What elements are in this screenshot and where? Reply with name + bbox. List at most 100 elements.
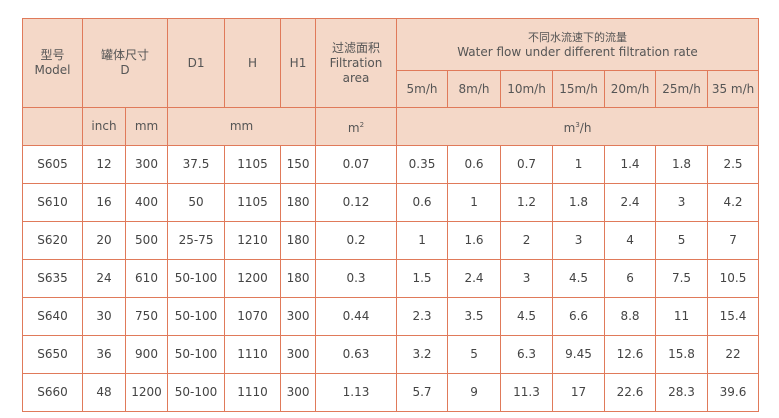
cell-inch: 24: [82, 259, 126, 298]
cell-flow-20: 4: [604, 221, 657, 260]
cell-flow-15: 4.5: [552, 259, 606, 298]
flow-header-en: Water flow under different filtration ra…: [457, 44, 698, 59]
cell-d1: 50: [167, 183, 226, 222]
cell-d1: 50-100: [167, 373, 226, 412]
rate-header: 5m/h: [396, 70, 449, 108]
cell-h1: 180: [280, 221, 317, 260]
cell-flow-35: 4.2: [707, 183, 760, 222]
unit-mm: mm: [124, 107, 169, 146]
cell-flow-8: 1.6: [447, 221, 502, 260]
cell-mm: 750: [124, 297, 169, 336]
cell-flow-10: 3: [500, 259, 554, 298]
cell-flow-35: 22: [707, 335, 760, 374]
cell-flow-5: 3.2: [396, 335, 449, 374]
cell-flow-25: 11: [655, 297, 709, 336]
area-header-en1: Filtration: [329, 55, 383, 70]
cell-h: 1105: [224, 145, 282, 184]
cell-inch: 20: [82, 221, 126, 260]
cell-model: S610: [22, 183, 83, 222]
unit-area-sup: 2: [359, 120, 365, 129]
cell-area: 0.63: [315, 335, 398, 374]
unit-inch: inch: [82, 107, 126, 146]
cell-mm: 500: [124, 221, 169, 260]
rate-header: 25m/h: [655, 70, 709, 108]
cell-h: 1110: [224, 335, 282, 374]
cell-flow-10: 2: [500, 221, 554, 260]
cell-flow-5: 0.35: [396, 145, 449, 184]
h-header: H: [224, 18, 282, 108]
cell-area: 0.44: [315, 297, 398, 336]
cell-flow-8: 5: [447, 335, 502, 374]
cell-flow-8: 1: [447, 183, 502, 222]
cell-h1: 150: [280, 145, 317, 184]
cell-inch: 30: [82, 297, 126, 336]
cell-h1: 180: [280, 259, 317, 298]
cell-inch: 16: [82, 183, 126, 222]
unit-flow-h: /h: [579, 120, 592, 135]
cell-flow-10: 4.5: [500, 297, 554, 336]
water-flow-header: 不同水流速下的流量 Water flow under different filt…: [396, 18, 760, 71]
cell-h1: 300: [280, 297, 317, 336]
cell-inch: 12: [82, 145, 126, 184]
cell-model: S640: [22, 297, 83, 336]
cell-h1: 300: [280, 373, 317, 412]
cell-h: 1105: [224, 183, 282, 222]
unit-area-base: m: [347, 120, 360, 135]
cell-area: 0.3: [315, 259, 398, 298]
tank-header-cn: 罐体尺寸: [101, 48, 150, 62]
cell-flow-8: 2.4: [447, 259, 502, 298]
cell-flow-25: 3: [655, 183, 709, 222]
area-header-cn: 过滤面积: [332, 40, 381, 55]
cell-flow-15: 1: [552, 145, 606, 184]
rate-header: 35 m/h: [707, 70, 760, 108]
cell-area: 1.13: [315, 373, 398, 412]
table-row: S620 20 500 25-75 1210 180 0.2 1 1.6 2 3 4 5 7: [22, 221, 760, 260]
cell-mm: 900: [124, 335, 169, 374]
cell-h: 1070: [224, 297, 282, 336]
cell-flow-20: 6: [604, 259, 657, 298]
cell-flow-20: 12.6: [604, 335, 657, 374]
cell-d1: 50-100: [167, 259, 226, 298]
cell-area: 0.12: [315, 183, 398, 222]
cell-d1: 50-100: [167, 297, 226, 336]
cell-h: 1200: [224, 259, 282, 298]
cell-flow-10: 11.3: [500, 373, 554, 412]
tank-size-header: 罐体尺寸 D: [81, 18, 169, 108]
cell-flow-8: 9: [447, 373, 502, 412]
cell-mm: 610: [124, 259, 169, 298]
cell-flow-10: 1.2: [500, 183, 554, 222]
rate-header: 15m/h: [552, 70, 606, 108]
cell-h: 1110: [224, 373, 282, 412]
cell-flow-8: 0.6: [447, 145, 502, 184]
cell-flow-10: 6.3: [500, 335, 554, 374]
cell-mm: 1200: [124, 373, 169, 412]
cell-flow-15: 1.8: [552, 183, 606, 222]
unit-flow-sup: 3: [575, 120, 580, 129]
table-row: S650 36 900 50-100 1110 300 0.63 3.2 5 6.3 9.45 12.…: [22, 335, 760, 374]
table-row: S605 12 300 37.5 1105 150 0.07 0.35 0.6 0.7 1 1.4 1.…: [22, 145, 760, 184]
h1-header: H1: [280, 18, 317, 108]
cell-d1: 37.5: [167, 145, 226, 184]
rate-header: 20m/h: [604, 70, 657, 108]
unit-mm-dims: mm: [167, 107, 317, 146]
cell-flow-25: 28.3: [655, 373, 709, 412]
cell-flow-35: 2.5: [707, 145, 760, 184]
rate-header: 10m/h: [500, 70, 554, 108]
cell-flow-15: 17: [552, 373, 606, 412]
flow-header-cn: 不同水流速下的流量: [528, 30, 628, 44]
unit-flow: m3/h: [396, 107, 760, 146]
cell-area: 0.2: [315, 221, 398, 260]
cell-flow-20: 1.4: [604, 145, 657, 184]
cell-flow-35: 39.6: [707, 373, 760, 412]
cell-flow-15: 9.45: [552, 335, 606, 374]
unit-area: m2: [315, 107, 398, 146]
unit-flow-base: m: [563, 120, 576, 135]
cell-inch: 48: [82, 373, 126, 412]
cell-flow-5: 0.6: [396, 183, 449, 222]
table-row: S660 48 1200 50-100 1110 300 1.13 5.7 9 11.3 17 22.…: [22, 373, 760, 412]
cell-model: S660: [22, 373, 83, 412]
cell-d1: 25-75: [167, 221, 226, 260]
filtration-area-header: 过滤面积 Filtration area: [315, 18, 398, 108]
cell-flow-5: 1: [396, 221, 449, 260]
cell-flow-35: 15.4: [707, 297, 760, 336]
